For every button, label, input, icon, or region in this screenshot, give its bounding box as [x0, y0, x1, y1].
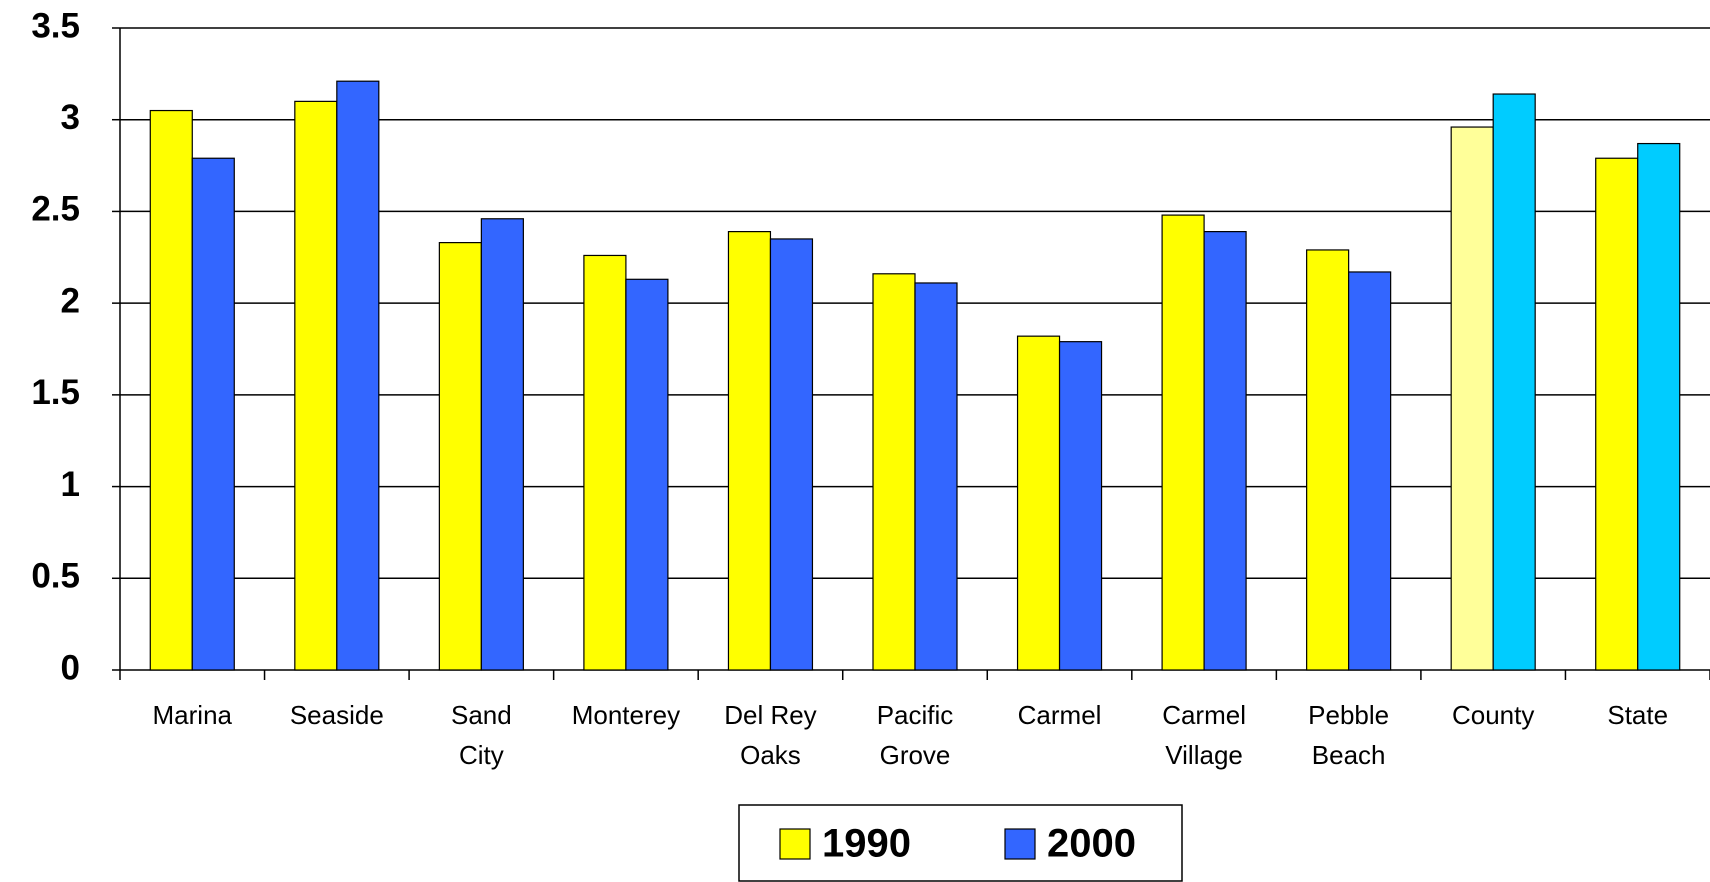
bar	[1203, 231, 1247, 671]
x-tick-label: Del Rey	[724, 700, 816, 730]
y-tick-label: 2	[61, 281, 80, 320]
y-tick-label: 2.5	[31, 190, 80, 229]
bar	[583, 254, 627, 671]
bar	[1161, 214, 1205, 671]
bar	[1492, 93, 1536, 671]
x-tick-label: Seaside	[290, 700, 384, 730]
x-tick-label: Marina	[153, 700, 233, 730]
legend-swatch	[779, 828, 811, 860]
bar	[1450, 126, 1494, 671]
x-tick-label: Grove	[880, 740, 951, 770]
x-tick-label: Carmel	[1162, 700, 1246, 730]
bar	[480, 218, 524, 671]
bar	[1058, 341, 1103, 671]
y-tick-label: 1	[61, 465, 80, 504]
bar	[872, 273, 916, 671]
x-tick-label: State	[1607, 700, 1668, 730]
bar	[191, 157, 235, 671]
x-tick-label: Pacific	[877, 700, 954, 730]
legend-box	[738, 804, 1183, 882]
bar	[914, 282, 958, 671]
bar	[149, 109, 193, 671]
bar	[294, 100, 338, 671]
y-tick-label: 3	[61, 98, 80, 137]
bar	[1016, 335, 1061, 671]
legend-label: 1990	[822, 822, 911, 866]
bar	[1348, 271, 1392, 671]
x-tick-label: City	[459, 740, 504, 770]
x-tick-label: Carmel	[1018, 700, 1102, 730]
bar	[1637, 142, 1681, 671]
y-tick-label: 0	[61, 648, 80, 687]
legend-swatch	[1004, 828, 1036, 860]
x-tick-label: Monterey	[572, 700, 680, 730]
bar	[727, 231, 772, 671]
bar	[769, 238, 814, 671]
y-tick-label: 1.5	[31, 373, 80, 412]
bar	[1595, 157, 1639, 671]
bar	[1306, 249, 1350, 671]
bar	[625, 278, 669, 671]
y-tick-label: 3.5	[31, 6, 80, 45]
legend-label: 2000	[1047, 822, 1136, 866]
bar	[336, 80, 380, 671]
x-tick-label: County	[1452, 700, 1534, 730]
bar	[438, 242, 482, 671]
x-tick-label: Village	[1165, 740, 1243, 770]
y-tick-label: 0.5	[31, 557, 80, 596]
x-tick-label: Pebble	[1308, 700, 1389, 730]
x-tick-label: Oaks	[740, 740, 801, 770]
x-tick-label: Sand	[451, 700, 512, 730]
x-tick-label: Beach	[1312, 740, 1386, 770]
